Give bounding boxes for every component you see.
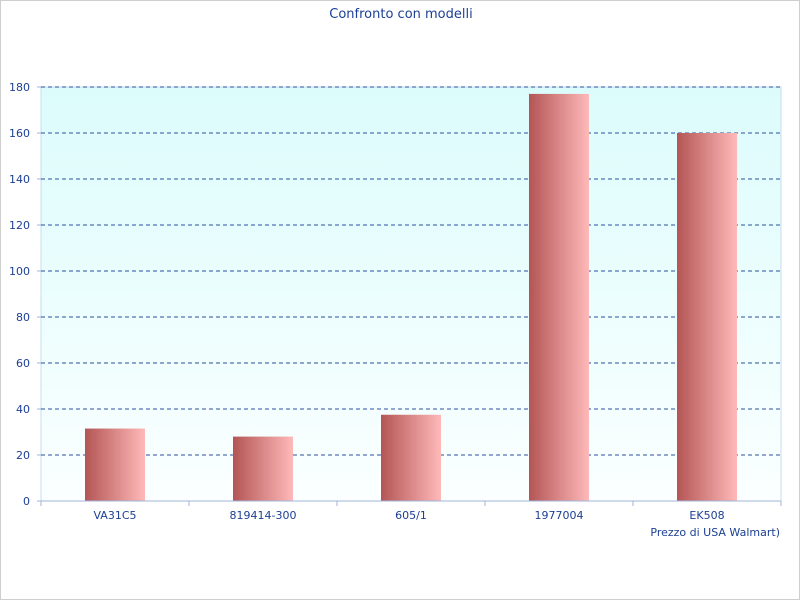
x-tick-label: 819414-300: [230, 509, 297, 522]
x-tick-label: 1977004: [535, 509, 584, 522]
y-tick-label: 80: [16, 311, 30, 324]
x-tick-label: 605/1: [395, 509, 427, 522]
y-tick-label: 140: [9, 173, 30, 186]
bar-819414-300: [233, 436, 293, 501]
grid-lines: [41, 86, 781, 456]
x-tick-labels: VA31C5 819414-300 605/1 1977004 EK508: [93, 509, 724, 522]
x-tick-label: VA31C5: [93, 509, 136, 522]
y-tick-label: 100: [9, 265, 30, 278]
x-tick-label: EK508: [689, 509, 724, 522]
axes: [37, 86, 782, 506]
chart-title: Confronto con modelli: [329, 7, 472, 22]
x-axis-label: Prezzo di USA Walmart): [650, 526, 780, 539]
y-tick-labels: 0 20 40 60 80 100 120 140 160 180: [9, 81, 30, 508]
y-tick-label: 120: [9, 219, 30, 232]
y-tick-label: 0: [23, 495, 30, 508]
bar-va31c5: [85, 428, 145, 501]
bar-1977004: [529, 93, 589, 502]
y-tick-label: 180: [9, 81, 30, 94]
y-tick-label: 20: [16, 449, 30, 462]
bars: [85, 93, 737, 502]
bar-605-1: [381, 414, 441, 501]
y-tick-label: 40: [16, 403, 30, 416]
bar-ek508: [677, 133, 737, 501]
y-tick-label: 60: [16, 357, 30, 370]
y-tick-label: 160: [9, 127, 30, 140]
